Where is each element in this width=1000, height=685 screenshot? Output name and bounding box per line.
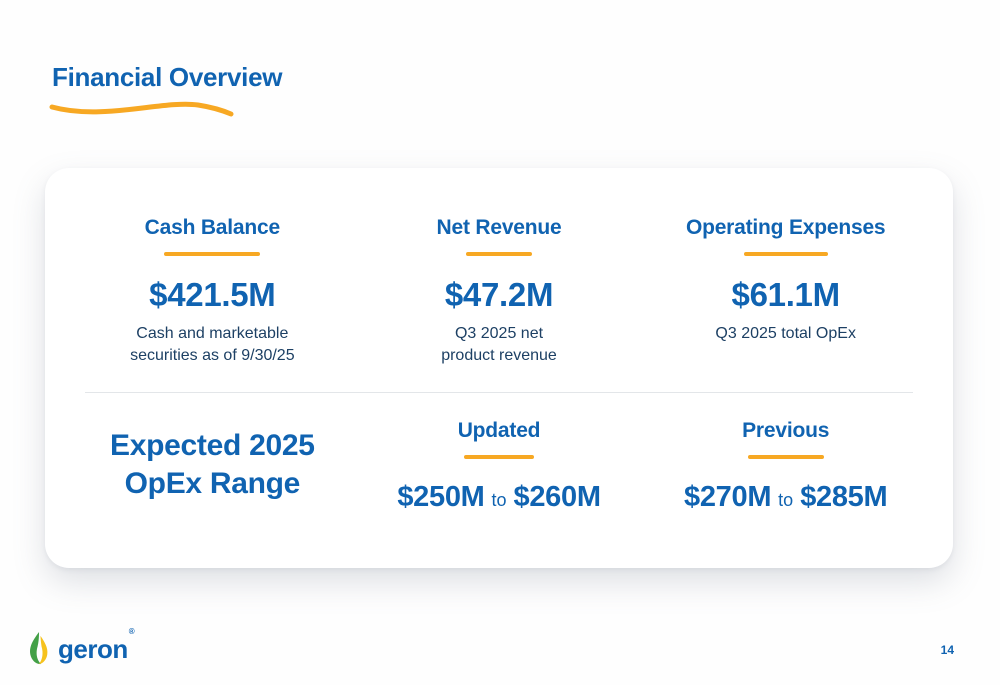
label-underline [466,252,532,256]
range-connector: to [491,490,507,511]
label-underline [747,455,824,460]
range-from: $270M [684,481,772,514]
registered-mark: ® [128,626,135,636]
metric-description: Cash and marketable securities as of 9/3… [130,325,295,364]
title-block: Financial Overview [49,62,283,123]
opex-range-title-col: Expected 2025 OpEx Range [69,419,356,514]
label-underline [164,252,261,256]
geron-logo: geron® [28,627,135,665]
range-from: $250M [397,481,485,514]
range-label: Previous [742,419,830,443]
range-value: $270M to $285M [642,481,929,514]
opex-range-title: Expected 2025 OpEx Range [110,429,315,500]
range-label: Updated [457,419,541,443]
page-number: 14 [940,643,954,657]
metric-cash-balance: Cash Balance $421.5M Cash and marketable… [69,216,356,366]
logo-text: geron® [58,627,135,664]
title-underline-swoosh-icon [49,101,234,117]
financial-summary-card: Cash Balance $421.5M Cash and marketable… [45,168,953,568]
flame-icon [30,632,48,665]
label-underline [743,252,828,256]
range-value: $250M to $260M [356,481,643,514]
metric-description: Q3 2025 net product revenue [441,325,557,364]
metric-operating-expenses: Operating Expenses $61.1M Q3 2025 total … [642,216,929,366]
metric-description: Q3 2025 total OpEx [715,325,856,342]
quarterly-metrics-row: Cash Balance $421.5M Cash and marketable… [45,168,953,366]
metric-net-revenue: Net Revenue $47.2M Q3 2025 net product r… [356,216,643,366]
metric-value: $421.5M [149,276,276,313]
opex-range-previous: Previous $270M to $285M [642,419,929,514]
page-title: Financial Overview [52,62,283,92]
opex-range-row: Expected 2025 OpEx Range Updated $250M to… [45,393,953,514]
label-underline [464,455,534,460]
metric-label: Net Revenue [436,216,562,239]
range-connector: to [778,490,794,511]
metric-value: $47.2M [444,276,554,313]
range-to: $285M [800,481,888,514]
metric-label: Cash Balance [144,216,281,239]
metric-value: $61.1M [731,276,841,313]
logo-wordmark: geron [58,633,128,664]
opex-range-updated: Updated $250M to $260M [356,419,643,514]
card-divider [85,392,913,394]
metric-label: Operating Expenses [685,216,886,239]
range-to: $260M [513,481,601,514]
